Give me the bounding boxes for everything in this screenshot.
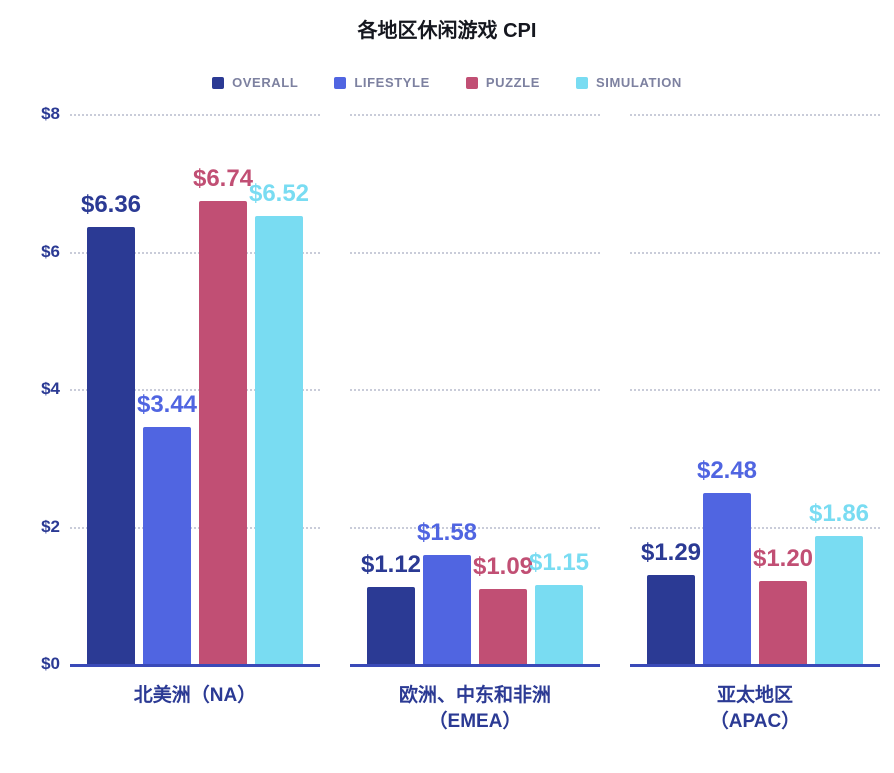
bar-column-simulation: $1.86 [809, 500, 869, 664]
region-panel-0: $6.36 $3.44 $6.74 $6.52 北美洲（NA） [70, 114, 320, 734]
bar-column-puzzle: $1.20 [753, 545, 813, 664]
bar-value-label: $1.12 [360, 551, 422, 578]
category-label-1: 欧洲、中东和非洲 （EMEA） [398, 685, 551, 732]
bar-value-label: $6.74 [192, 165, 254, 192]
bar-column-simulation: $1.15 [529, 549, 589, 664]
bar-value-label: $1.58 [416, 519, 478, 546]
gridline [350, 389, 600, 391]
legend-label: SIMULATION [596, 75, 682, 90]
legend-item-lifestyle: LIFESTYLE [334, 75, 429, 90]
bar-simulation-0 [255, 216, 303, 664]
bar-value-label: $1.20 [752, 545, 814, 572]
bar-column-simulation: $6.52 [249, 180, 309, 664]
legend-label: LIFESTYLE [354, 75, 430, 90]
region-panel-2: $1.29 $2.48 $1.20 $1.86 亚太地区 （APAC） [630, 114, 880, 734]
bar-overall-1 [367, 587, 415, 664]
bar-column-overall: $6.36 [81, 191, 141, 664]
bar-column-overall: $1.29 [641, 539, 701, 664]
category-label-0: 北美洲（NA） [133, 685, 257, 706]
legend-swatch-icon [576, 76, 588, 89]
y-axis-tick: $0 [41, 654, 60, 673]
bar-value-label: $3.44 [136, 391, 198, 418]
bar-value-label: $6.52 [248, 180, 310, 207]
legend-label: OVERALL [232, 75, 299, 90]
bar-value-label: $2.48 [696, 457, 758, 484]
y-axis: $8 $6 $4 $2 $0 [18, 104, 70, 673]
gridline [70, 389, 320, 391]
gridline [630, 114, 880, 116]
bar-column-lifestyle: $2.48 [697, 457, 757, 664]
gridline [350, 526, 600, 529]
chart-body: $8 $6 $4 $2 $0 $6.36 $3.44 $6.74 $6.52 北美洲（NA） $1… [18, 104, 880, 734]
bar-value-label: $1.15 [528, 549, 590, 576]
legend-label: PUZZLE [485, 75, 540, 90]
y-axis-tick: $6 [41, 241, 60, 261]
category-label-2: 亚太地区 （APAC） [709, 685, 801, 732]
y-axis-tick: $4 [41, 379, 60, 398]
gridline [350, 251, 600, 254]
legend: OVERALL LIFESTYLE PUZZLE SIMULATION [0, 75, 894, 90]
bar-lifestyle-1 [423, 555, 471, 664]
bar-overall-2 [647, 575, 695, 664]
bar-value-label: $1.09 [472, 553, 534, 580]
bar-group: $6.36 $3.44 $6.74 $6.52 [70, 114, 320, 664]
legend-item-puzzle: PUZZLE [465, 75, 540, 90]
legend-item-overall: OVERALL [212, 75, 298, 90]
bar-column-overall: $1.12 [361, 551, 421, 664]
gridline [630, 389, 880, 391]
bar-value-label: $6.36 [80, 191, 142, 218]
panels: $6.36 $3.44 $6.74 $6.52 北美洲（NA） $1.12 $1.58 $1.… [70, 114, 880, 734]
bar-puzzle-0 [199, 201, 247, 664]
gridline [350, 114, 600, 116]
bar-puzzle-2 [759, 581, 807, 664]
gridline [70, 114, 320, 116]
bar-lifestyle-2 [703, 493, 751, 664]
legend-swatch-icon [334, 76, 347, 89]
bar-puzzle-1 [479, 589, 527, 664]
gridline [70, 526, 320, 529]
plot-area: $1.29 $2.48 $1.20 $1.86 [630, 114, 880, 667]
bar-overall-0 [87, 227, 135, 664]
plot-area: $6.36 $3.44 $6.74 $6.52 [70, 114, 320, 667]
bar-value-label: $1.86 [808, 500, 870, 527]
bar-simulation-1 [535, 585, 583, 664]
gridline [70, 251, 320, 254]
bar-column-lifestyle: $3.44 [137, 391, 197, 664]
gridline [630, 251, 880, 254]
bar-simulation-2 [815, 536, 863, 664]
legend-swatch-icon [212, 76, 225, 89]
gridline [630, 526, 880, 529]
bar-column-lifestyle: $1.58 [417, 519, 477, 664]
bar-value-label: $1.29 [640, 539, 702, 566]
bar-group: $1.12 $1.58 $1.09 $1.15 [350, 114, 600, 664]
chart-title: 各地区休闲游戏 CPI [357, 20, 537, 42]
bar-group: $1.29 $2.48 $1.20 $1.86 [630, 114, 880, 664]
bar-column-puzzle: $1.09 [473, 553, 533, 664]
region-panel-1: $1.12 $1.58 $1.09 $1.15 欧洲、中东和非洲 （EMEA） [350, 114, 600, 734]
bar-column-puzzle: $6.74 [193, 165, 253, 664]
bar-lifestyle-0 [143, 427, 191, 664]
legend-swatch-icon [465, 76, 478, 89]
plot-area: $1.12 $1.58 $1.09 $1.15 [350, 114, 600, 667]
y-axis-tick: $8 [41, 104, 60, 123]
legend-item-simulation: SIMULATION [576, 75, 682, 90]
y-axis-tick: $2 [41, 516, 60, 536]
